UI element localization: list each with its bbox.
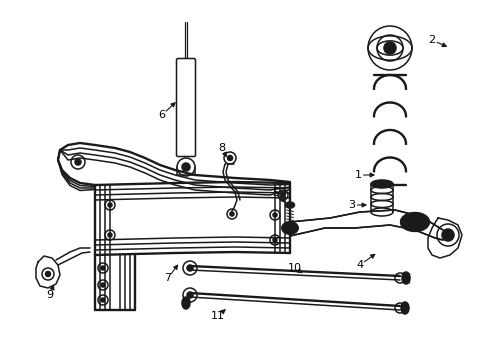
Circle shape: [272, 238, 276, 242]
Polygon shape: [36, 256, 60, 288]
Text: 6: 6: [158, 110, 165, 120]
FancyBboxPatch shape: [176, 59, 195, 157]
Circle shape: [108, 233, 112, 237]
Text: 4: 4: [356, 260, 363, 270]
Circle shape: [285, 224, 293, 232]
Circle shape: [281, 193, 285, 197]
Polygon shape: [427, 218, 461, 258]
Circle shape: [441, 229, 453, 241]
Circle shape: [408, 216, 420, 228]
Ellipse shape: [285, 202, 294, 208]
Text: 2: 2: [427, 35, 435, 45]
Circle shape: [108, 203, 112, 207]
Circle shape: [229, 212, 234, 216]
Circle shape: [101, 266, 105, 270]
Ellipse shape: [182, 297, 190, 309]
Circle shape: [45, 271, 50, 276]
Ellipse shape: [400, 302, 408, 314]
Ellipse shape: [370, 180, 392, 188]
Circle shape: [75, 159, 81, 165]
Text: 8: 8: [218, 143, 225, 153]
Ellipse shape: [282, 222, 297, 234]
Circle shape: [227, 156, 232, 161]
Text: 1: 1: [354, 170, 361, 180]
Text: 11: 11: [210, 311, 224, 321]
Circle shape: [101, 298, 105, 302]
Text: 3: 3: [348, 200, 355, 210]
Text: 9: 9: [46, 290, 54, 300]
Ellipse shape: [401, 272, 409, 284]
Circle shape: [186, 292, 193, 298]
Circle shape: [186, 265, 193, 271]
Circle shape: [182, 163, 190, 171]
Text: 10: 10: [287, 263, 302, 273]
Text: 7: 7: [164, 273, 171, 283]
Circle shape: [272, 213, 276, 217]
Text: 5: 5: [272, 188, 279, 198]
Circle shape: [383, 42, 395, 54]
Circle shape: [101, 283, 105, 287]
Polygon shape: [289, 210, 442, 240]
Ellipse shape: [400, 213, 428, 231]
